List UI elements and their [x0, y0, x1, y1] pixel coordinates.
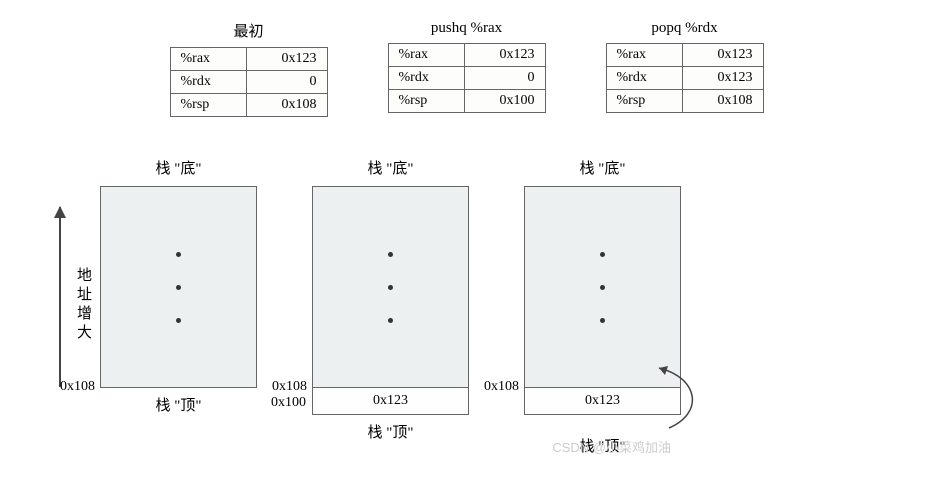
stack-box-wrap: 0x108 0x123 — [524, 186, 681, 415]
stack-cell: 0x123 — [312, 388, 469, 415]
reg-name: %rax — [170, 48, 246, 71]
arrow-up-icon — [59, 207, 61, 387]
register-tables-row: 最初 %rax0x123 %rdx0 %rsp0x108 pushq %rax … — [20, 20, 913, 117]
reg-value: 0x123 — [246, 48, 327, 71]
dot-icon — [600, 285, 605, 290]
stack-bottom-label: 栈 "底" — [156, 157, 202, 178]
dot-icon — [176, 285, 181, 290]
reg-name: %rsp — [606, 90, 682, 113]
addr-label: 0x108 — [272, 379, 307, 395]
reg-name: %rdx — [606, 67, 682, 90]
stacks-row: 地址增大 栈 "底" 0x108 栈 "顶" 栈 "底" — [20, 157, 913, 456]
stack-cell-wrap: 0x123 0x100 — [312, 388, 469, 415]
reg-value: 0 — [246, 71, 327, 94]
addr-label: 0x100 — [271, 395, 306, 411]
stack-blocks: 栈 "底" 0x108 栈 "顶" 栈 "底" — [100, 157, 681, 456]
stack-box-wrap: 0x108 — [100, 186, 257, 388]
state-1-table: pushq %rax %rax0x123 %rdx0 %rsp0x100 — [388, 20, 546, 117]
register-table: %rax0x123 %rdx0 %rsp0x108 — [170, 47, 328, 117]
arrow-wrap: 地址增大 — [59, 207, 61, 387]
reg-name: %rdx — [170, 71, 246, 94]
table-row: %rax0x123 — [388, 44, 545, 67]
reg-value: 0x123 — [464, 44, 545, 67]
stack-box: 0x108 — [312, 186, 469, 388]
table-row: %rdx0 — [170, 71, 327, 94]
reg-value: 0x123 — [682, 44, 763, 67]
dot-icon — [176, 318, 181, 323]
reg-name: %rsp — [170, 94, 246, 117]
stack-bottom-label: 栈 "底" — [368, 157, 414, 178]
dot-icon — [176, 252, 181, 257]
dot-icon — [600, 318, 605, 323]
state-1-title: pushq %rax — [431, 20, 502, 37]
address-arrow-column: 地址增大 — [20, 157, 100, 387]
curved-arrow-icon — [654, 363, 714, 433]
state-1-stack: 栈 "底" 0x108 0x123 0x100 栈 "顶" — [312, 157, 469, 456]
addr-label: 0x108 — [484, 379, 519, 395]
stack-box-wrap: 0x108 0x123 0x100 — [312, 186, 469, 415]
register-table: %rax0x123 %rdx0x123 %rsp0x108 — [606, 43, 764, 113]
state-0-title: 最初 — [233, 20, 263, 41]
state-2-table: popq %rdx %rax0x123 %rdx0x123 %rsp0x108 — [606, 20, 764, 117]
addr-label: 0x108 — [60, 379, 95, 395]
reg-value: 0 — [464, 67, 545, 90]
stack-top-label: 栈 "顶" — [368, 421, 414, 442]
reg-value: 0x108 — [246, 94, 327, 117]
table-row: %rsp0x108 — [170, 94, 327, 117]
stack-box: 0x108 — [524, 186, 681, 388]
dot-icon — [600, 252, 605, 257]
stack-box: 0x108 — [100, 186, 257, 388]
table-row: %rdx0x123 — [606, 67, 763, 90]
reg-name: %rdx — [388, 67, 464, 90]
state-2-stack: 栈 "底" 0x108 0x123 栈 — [524, 157, 681, 456]
stack-top-label: 栈 "顶" — [156, 394, 202, 415]
table-row: %rsp0x100 — [388, 90, 545, 113]
register-table: %rax0x123 %rdx0 %rsp0x100 — [388, 43, 546, 113]
table-row: %rsp0x108 — [606, 90, 763, 113]
table-row: %rdx0 — [388, 67, 545, 90]
stack-bottom-label: 栈 "底" — [580, 157, 626, 178]
table-row: %rax0x123 — [606, 44, 763, 67]
reg-name: %rax — [388, 44, 464, 67]
table-row: %rax0x123 — [170, 48, 327, 71]
state-0-table: 最初 %rax0x123 %rdx0 %rsp0x108 — [170, 20, 328, 117]
state-2-title: popq %rdx — [651, 20, 717, 37]
reg-value: 0x108 — [682, 90, 763, 113]
reg-value: 0x123 — [682, 67, 763, 90]
arrow-label: 地址增大 — [73, 267, 94, 343]
reg-name: %rsp — [388, 90, 464, 113]
dot-icon — [388, 318, 393, 323]
reg-value: 0x100 — [464, 90, 545, 113]
watermark-text: CSDN @小菜鸡加油 — [552, 437, 671, 456]
dot-icon — [388, 285, 393, 290]
state-0-stack: 栈 "底" 0x108 栈 "顶" — [100, 157, 257, 456]
dot-icon — [388, 252, 393, 257]
reg-name: %rax — [606, 44, 682, 67]
diagram-root: 最初 %rax0x123 %rdx0 %rsp0x108 pushq %rax … — [20, 20, 913, 456]
